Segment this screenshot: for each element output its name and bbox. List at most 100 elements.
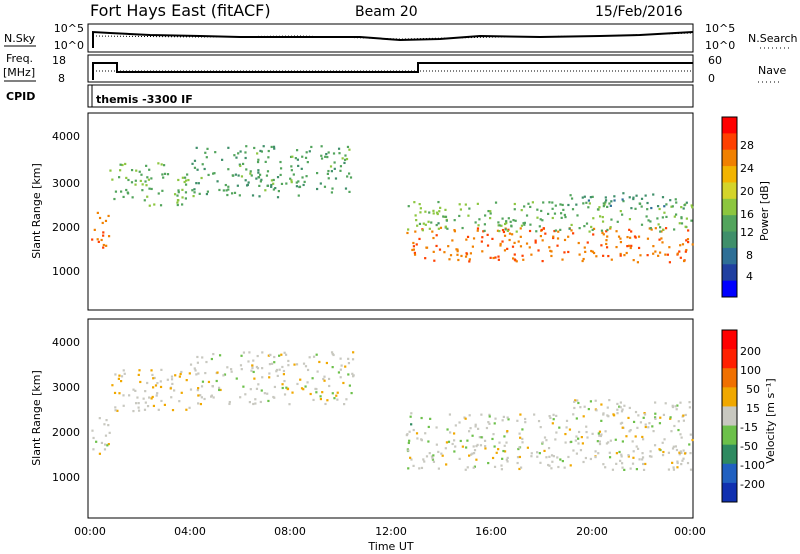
range-cell xyxy=(176,203,179,207)
range-cell xyxy=(196,389,199,392)
range-cell xyxy=(337,371,341,374)
colorbar-step xyxy=(722,463,737,484)
range-cell xyxy=(555,431,558,434)
range-cell xyxy=(161,189,164,192)
range-cell xyxy=(316,171,319,175)
range-cell xyxy=(674,198,677,201)
range-cell xyxy=(218,188,221,192)
range-cell xyxy=(185,408,188,411)
xtick-1200: 12:00 xyxy=(375,525,407,538)
range-cell xyxy=(608,399,611,402)
range-cell xyxy=(602,412,605,415)
range-cell xyxy=(625,251,628,255)
range-cell xyxy=(671,404,674,407)
range-cell xyxy=(259,149,262,153)
range-cell xyxy=(597,452,600,455)
range-cell xyxy=(323,375,326,378)
range-cell xyxy=(324,402,327,406)
power-cbar-tick-16: 16 xyxy=(740,208,754,221)
range-cell xyxy=(184,176,187,179)
range-cell xyxy=(599,215,602,218)
range-cell xyxy=(146,381,149,385)
range-cell xyxy=(627,454,630,457)
range-cell xyxy=(504,228,507,231)
range-cell xyxy=(281,383,284,386)
range-cell xyxy=(333,397,336,400)
range-cell xyxy=(632,420,636,424)
range-cell xyxy=(443,215,446,218)
range-cell xyxy=(616,412,619,415)
range-cell xyxy=(561,203,564,207)
range-cell xyxy=(197,402,200,405)
range-cell xyxy=(551,201,554,204)
range-cell xyxy=(126,191,129,194)
range-cell xyxy=(627,455,630,458)
range-cell xyxy=(326,155,329,159)
range-cell xyxy=(605,239,608,242)
range-cell xyxy=(634,410,638,414)
range-cell xyxy=(107,424,110,427)
range-cell xyxy=(344,158,347,161)
range-cell xyxy=(588,230,591,233)
range-cell xyxy=(489,256,492,259)
range-cell xyxy=(159,380,162,383)
range-cell xyxy=(438,210,441,213)
range-cell xyxy=(689,433,692,436)
range-cell xyxy=(414,230,417,233)
range-cell xyxy=(297,164,300,168)
range-cell xyxy=(319,182,322,185)
range-cell xyxy=(256,160,260,164)
range-cell xyxy=(268,372,271,375)
range-cell xyxy=(200,385,204,388)
range-cell xyxy=(497,258,500,261)
velocity-bands xyxy=(91,351,694,472)
range-cell xyxy=(316,187,319,191)
range-cell xyxy=(620,455,623,458)
range-cell xyxy=(507,418,510,421)
range-cell xyxy=(650,455,653,458)
range-cell xyxy=(476,227,480,230)
range-cell xyxy=(432,460,436,463)
range-cell xyxy=(348,384,351,387)
range-cell xyxy=(297,180,300,183)
range-cell xyxy=(464,417,467,420)
range-cell xyxy=(679,450,682,453)
range-cell xyxy=(432,209,435,212)
range-cell xyxy=(244,393,247,396)
range-cell xyxy=(344,365,347,368)
range-cell xyxy=(529,223,532,226)
range-cell xyxy=(148,396,151,399)
range-cell xyxy=(636,426,639,429)
colorbar-step xyxy=(722,117,737,134)
range-cell xyxy=(327,169,330,173)
range-cell xyxy=(91,429,94,432)
range-cell xyxy=(295,149,299,152)
range-cell xyxy=(252,359,255,362)
range-cell xyxy=(295,185,299,188)
range-cell xyxy=(349,176,353,179)
range-cell xyxy=(293,363,296,366)
range-cell xyxy=(506,429,509,433)
range-cell xyxy=(519,436,522,439)
xtick-0400: 04:00 xyxy=(174,525,206,538)
range-cell xyxy=(197,394,200,397)
range-cell xyxy=(616,402,619,406)
range-cell xyxy=(652,193,655,196)
range-cell xyxy=(151,395,154,399)
range-cell xyxy=(102,246,105,249)
range-cell xyxy=(195,373,198,376)
range-cell xyxy=(106,444,109,447)
range-cell xyxy=(282,369,286,373)
range-cell xyxy=(275,368,279,372)
range-cell xyxy=(646,201,649,205)
range-cell xyxy=(416,224,419,227)
range-cell xyxy=(626,235,629,239)
range-cell xyxy=(139,380,142,384)
range-cell xyxy=(619,401,622,404)
range-cell xyxy=(419,211,422,214)
range-cell xyxy=(447,245,450,248)
range-cell xyxy=(582,460,585,464)
range-cell xyxy=(536,208,539,211)
range-cell xyxy=(224,183,227,187)
range-cell xyxy=(251,364,254,367)
